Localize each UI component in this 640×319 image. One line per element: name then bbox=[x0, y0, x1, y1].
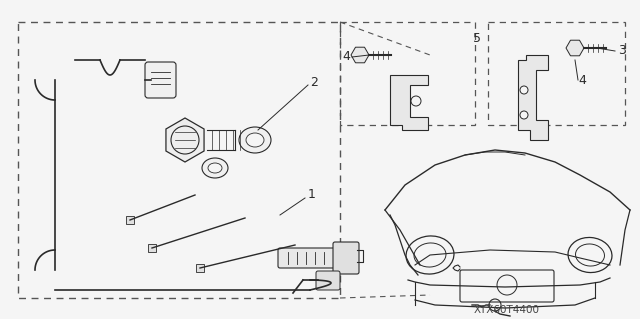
FancyBboxPatch shape bbox=[316, 271, 340, 290]
Bar bbox=[340, 22, 475, 125]
Text: 4: 4 bbox=[578, 73, 586, 86]
Bar bbox=[148, 244, 156, 252]
Bar bbox=[126, 216, 134, 224]
Bar bbox=[196, 264, 204, 272]
Text: 5: 5 bbox=[473, 32, 481, 44]
Polygon shape bbox=[518, 55, 548, 140]
FancyBboxPatch shape bbox=[278, 248, 337, 268]
Text: 3: 3 bbox=[618, 43, 626, 56]
Text: 2: 2 bbox=[310, 76, 318, 88]
Text: 1: 1 bbox=[308, 189, 316, 202]
Bar bbox=[18, 22, 340, 298]
Circle shape bbox=[411, 96, 421, 106]
Bar bbox=[488, 22, 625, 125]
Ellipse shape bbox=[239, 127, 271, 153]
Polygon shape bbox=[390, 75, 428, 130]
Polygon shape bbox=[351, 47, 369, 63]
FancyBboxPatch shape bbox=[145, 62, 176, 98]
Ellipse shape bbox=[208, 163, 222, 173]
Polygon shape bbox=[566, 40, 584, 56]
Ellipse shape bbox=[246, 133, 264, 147]
Text: XTX60T4400: XTX60T4400 bbox=[474, 305, 540, 315]
Circle shape bbox=[520, 86, 528, 94]
Ellipse shape bbox=[202, 158, 228, 178]
FancyBboxPatch shape bbox=[333, 242, 359, 274]
Polygon shape bbox=[166, 118, 204, 162]
Text: 4: 4 bbox=[342, 50, 350, 63]
Circle shape bbox=[520, 111, 528, 119]
